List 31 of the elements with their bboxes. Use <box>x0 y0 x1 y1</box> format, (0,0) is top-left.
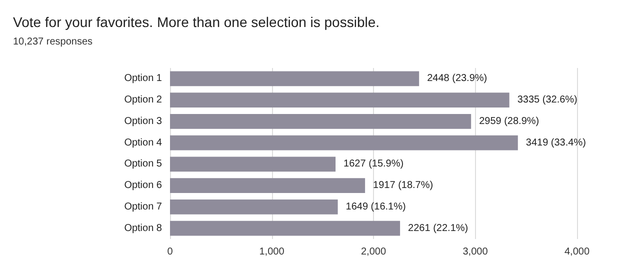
y-tick-label: Option 3 <box>124 116 162 127</box>
y-tick-label: Option 4 <box>124 137 162 148</box>
chart-title: Vote for your favorites. More than one selection is possible. <box>13 14 380 30</box>
y-tick-label: Option 6 <box>124 180 162 192</box>
data-label: 1627 (15.9%) <box>344 158 404 170</box>
bar <box>170 71 420 86</box>
x-tick-label: 1,000 <box>259 246 285 258</box>
bar <box>170 156 336 172</box>
data-label: 2448 (23.9%) <box>427 73 488 84</box>
x-tick-label: 2,000 <box>360 246 386 258</box>
y-tick-label: Option 1 <box>124 73 162 84</box>
bar <box>170 178 366 194</box>
x-tick-label: 3,000 <box>462 246 488 258</box>
y-tick-label: Option 8 <box>124 222 162 234</box>
data-label: 3419 (33.4%) <box>526 137 586 148</box>
data-label: 1649 (16.1%) <box>346 201 406 212</box>
data-label: 2959 (28.9%) <box>479 116 540 127</box>
data-label: 1917 (18.7%) <box>373 180 434 192</box>
x-tick-label: 0 <box>167 246 174 258</box>
y-tick-label: Option 2 <box>124 94 162 106</box>
y-tick-label: Option 7 <box>124 201 162 212</box>
bar <box>170 220 400 236</box>
data-label: 3335 (32.6%) <box>517 94 578 106</box>
bar <box>170 199 338 214</box>
data-label: 2261 (22.1%) <box>408 222 468 234</box>
text: 10,237 responses <box>13 36 93 48</box>
bar <box>170 135 518 150</box>
bar <box>170 114 472 129</box>
bar <box>170 92 510 108</box>
y-tick-label: Option 5 <box>124 158 162 170</box>
x-tick-label: 4,000 <box>564 246 590 258</box>
